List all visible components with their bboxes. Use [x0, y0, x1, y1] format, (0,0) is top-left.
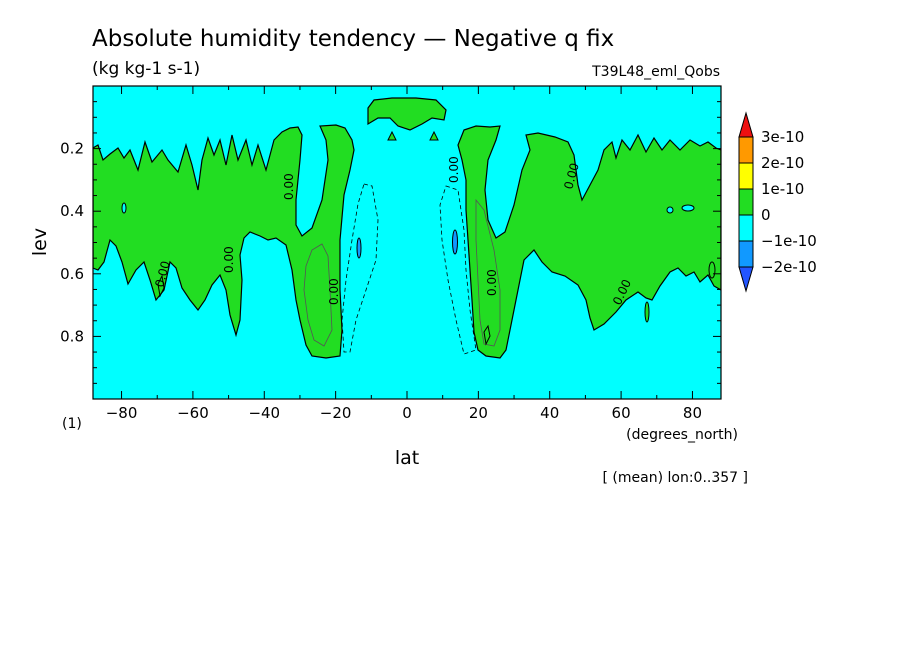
- x-tick-label: 0: [402, 404, 412, 422]
- colorbar: 3e-10 2e-10 1e-10 0 −1e-10 −2e-10: [738, 111, 817, 293]
- x-tick-label: −80: [106, 404, 138, 422]
- positive-contour-line: [303, 243, 333, 347]
- x-axis-unit: (degrees_north): [626, 427, 738, 443]
- positive-region-top: [367, 97, 447, 131]
- contour-label: 0.00: [282, 173, 296, 200]
- contour-label: 0.00: [561, 161, 581, 190]
- colorbar-label: −2e-10: [761, 258, 817, 276]
- x-tick-label: 20: [469, 404, 488, 422]
- colorbar-swatch: [738, 240, 754, 268]
- positive-region-north: [457, 125, 721, 359]
- negative-hole: [666, 206, 674, 214]
- x-tick-label: 40: [540, 404, 559, 422]
- positive-region-south: [93, 124, 355, 359]
- y-axis-label: lev: [29, 228, 51, 256]
- colorbar-swatch: [738, 136, 754, 164]
- positive-islet: [429, 130, 439, 141]
- contour-label: 0.00: [222, 246, 236, 273]
- positive-islet: [708, 261, 716, 279]
- x-tick-label: −20: [320, 404, 352, 422]
- colorbar-swatch: [738, 111, 754, 138]
- positive-islet: [387, 130, 397, 141]
- plot-area: 0.00 0.00 0.00 0.00 0.00 0.00 0.00 0.00: [93, 86, 721, 399]
- colorbar-swatch: [738, 214, 754, 242]
- x-axis: −80 −60 −40 −20 0 20 40 60 80: [106, 86, 702, 422]
- colorbar-label: 0: [761, 206, 771, 224]
- negative-core: [356, 237, 362, 259]
- y-tick-label: 0.8: [60, 327, 84, 345]
- colorbar-label: 3e-10: [761, 128, 804, 146]
- y-tick-label: 0.4: [60, 202, 84, 220]
- negative-hole: [121, 202, 127, 214]
- x-tick-label: −60: [177, 404, 209, 422]
- contour-label: 0.00: [152, 259, 172, 288]
- contour-label: 0.00: [447, 156, 461, 183]
- y-axis-unit: (1): [62, 416, 82, 432]
- colorbar-label: −1e-10: [761, 232, 817, 250]
- colorbar-swatch: [738, 266, 754, 293]
- x-tick-label: 60: [612, 404, 631, 422]
- x-tick-label: −40: [248, 404, 280, 422]
- colorbar-label: 2e-10: [761, 154, 804, 172]
- colorbar-swatch: [738, 188, 754, 216]
- footnote: [ (mean) lon:0..357 ]: [603, 470, 748, 486]
- x-axis-label: lat: [395, 447, 419, 469]
- chart-units: (kg kg-1 s-1): [92, 59, 200, 79]
- run-label: T39L48_eml_Qobs: [591, 64, 720, 80]
- colorbar-label: 1e-10: [761, 180, 804, 198]
- positive-contour-line: [475, 198, 501, 347]
- y-tick-label: 0.6: [60, 265, 84, 283]
- negative-core: [452, 229, 458, 255]
- x-tick-label: 80: [683, 404, 702, 422]
- positive-contour-line: [483, 324, 491, 346]
- y-axis: 0.2 0.4 0.6 0.8: [60, 101, 721, 384]
- contour-label: 0.00: [485, 269, 499, 296]
- chart-title: Absolute humidity tendency — Negative q …: [92, 26, 614, 52]
- positive-islet: [644, 301, 650, 323]
- y-tick-label: 0.2: [60, 140, 84, 158]
- contour-label: 0.00: [327, 278, 341, 305]
- colorbar-swatch: [738, 162, 754, 190]
- negative-contour-line: [439, 185, 477, 355]
- negative-hole: [681, 204, 695, 212]
- positive-contour-line: [157, 274, 165, 298]
- negative-contour-line: [341, 183, 379, 353]
